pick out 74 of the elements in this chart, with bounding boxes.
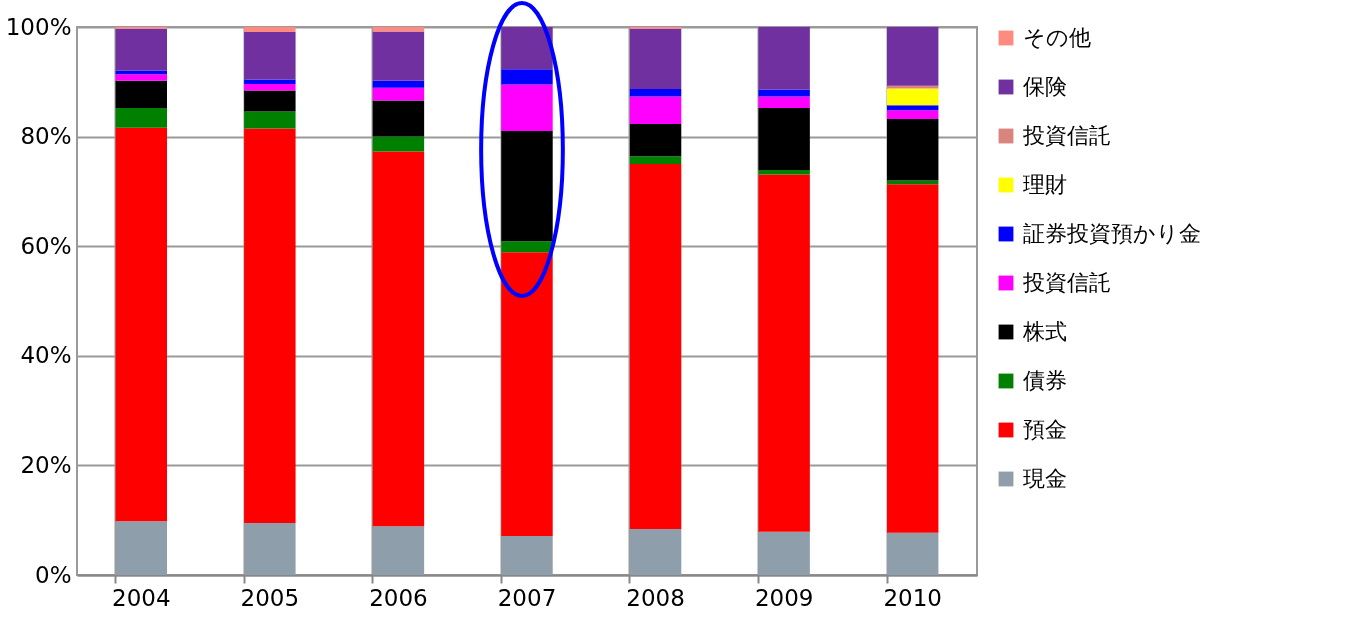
bar [244, 111, 296, 129]
y-tick-label: 40% [20, 342, 72, 369]
bar [244, 31, 296, 80]
bar [887, 27, 939, 86]
bar [887, 184, 939, 533]
legend-label: 債券 [1023, 368, 1067, 393]
bar [887, 532, 939, 575]
legend-label: 保険 [1023, 74, 1067, 99]
legend-label: 理財 [1023, 172, 1067, 197]
bar [758, 96, 810, 109]
legend-label: 投資信託 [1022, 270, 1111, 295]
bar [887, 88, 939, 106]
bar [887, 110, 939, 120]
bar [372, 31, 425, 81]
bar [758, 27, 810, 90]
x-tick-label: 2008 [626, 584, 685, 611]
bar [244, 128, 296, 523]
x-tick-label: 2006 [369, 584, 428, 611]
bar [372, 27, 425, 32]
bar [244, 90, 296, 112]
legend-label: 現金 [1023, 466, 1067, 491]
bar [501, 241, 553, 253]
bar [501, 69, 553, 85]
x-tick-label: 2005 [240, 584, 300, 611]
bar [372, 151, 425, 527]
y-tick-label: 20% [20, 451, 72, 478]
bar [758, 170, 810, 175]
y-tick-label: 100% [5, 13, 72, 40]
bar [629, 96, 682, 124]
bar [887, 180, 939, 185]
x-tick-label: 2004 [112, 584, 171, 611]
legend-label: 証券投資預かり金 [1023, 221, 1201, 246]
bar [629, 528, 682, 575]
bar [629, 156, 682, 164]
x-tick-label: 2009 [754, 584, 814, 611]
legend-label: その他 [1023, 25, 1091, 50]
legend-label: 預金 [1023, 417, 1067, 442]
bar [629, 164, 682, 529]
bar [115, 127, 167, 522]
x-tick-label: 2007 [497, 584, 557, 611]
bar [372, 136, 425, 152]
bar [115, 28, 167, 71]
bar [244, 27, 296, 32]
bar [115, 108, 167, 128]
bar [372, 100, 425, 137]
bar [244, 79, 296, 84]
bar [372, 526, 425, 575]
bar [115, 74, 167, 81]
bar [115, 70, 167, 75]
bar [758, 89, 810, 97]
bar [501, 27, 553, 70]
legend-label: 株式 [1022, 319, 1067, 344]
bar [115, 521, 167, 575]
bar [115, 80, 167, 109]
y-tick-label: 0% [35, 561, 72, 588]
bar [758, 174, 810, 532]
bar [372, 87, 425, 101]
bar [758, 531, 810, 575]
bar [758, 108, 810, 171]
bar [887, 105, 939, 111]
bar [501, 536, 553, 575]
bar [887, 119, 939, 181]
bar [501, 131, 553, 242]
bar [372, 80, 425, 88]
y-tick-label: 60% [20, 232, 72, 259]
legend-label: 投資信託 [1022, 123, 1111, 148]
y-tick-label: 80% [20, 123, 72, 150]
bar [629, 124, 682, 157]
bar [629, 28, 682, 89]
bar [501, 84, 553, 132]
bar [244, 522, 296, 575]
bar [629, 88, 682, 97]
x-tick-label: 2010 [883, 584, 942, 611]
bar [244, 83, 296, 91]
